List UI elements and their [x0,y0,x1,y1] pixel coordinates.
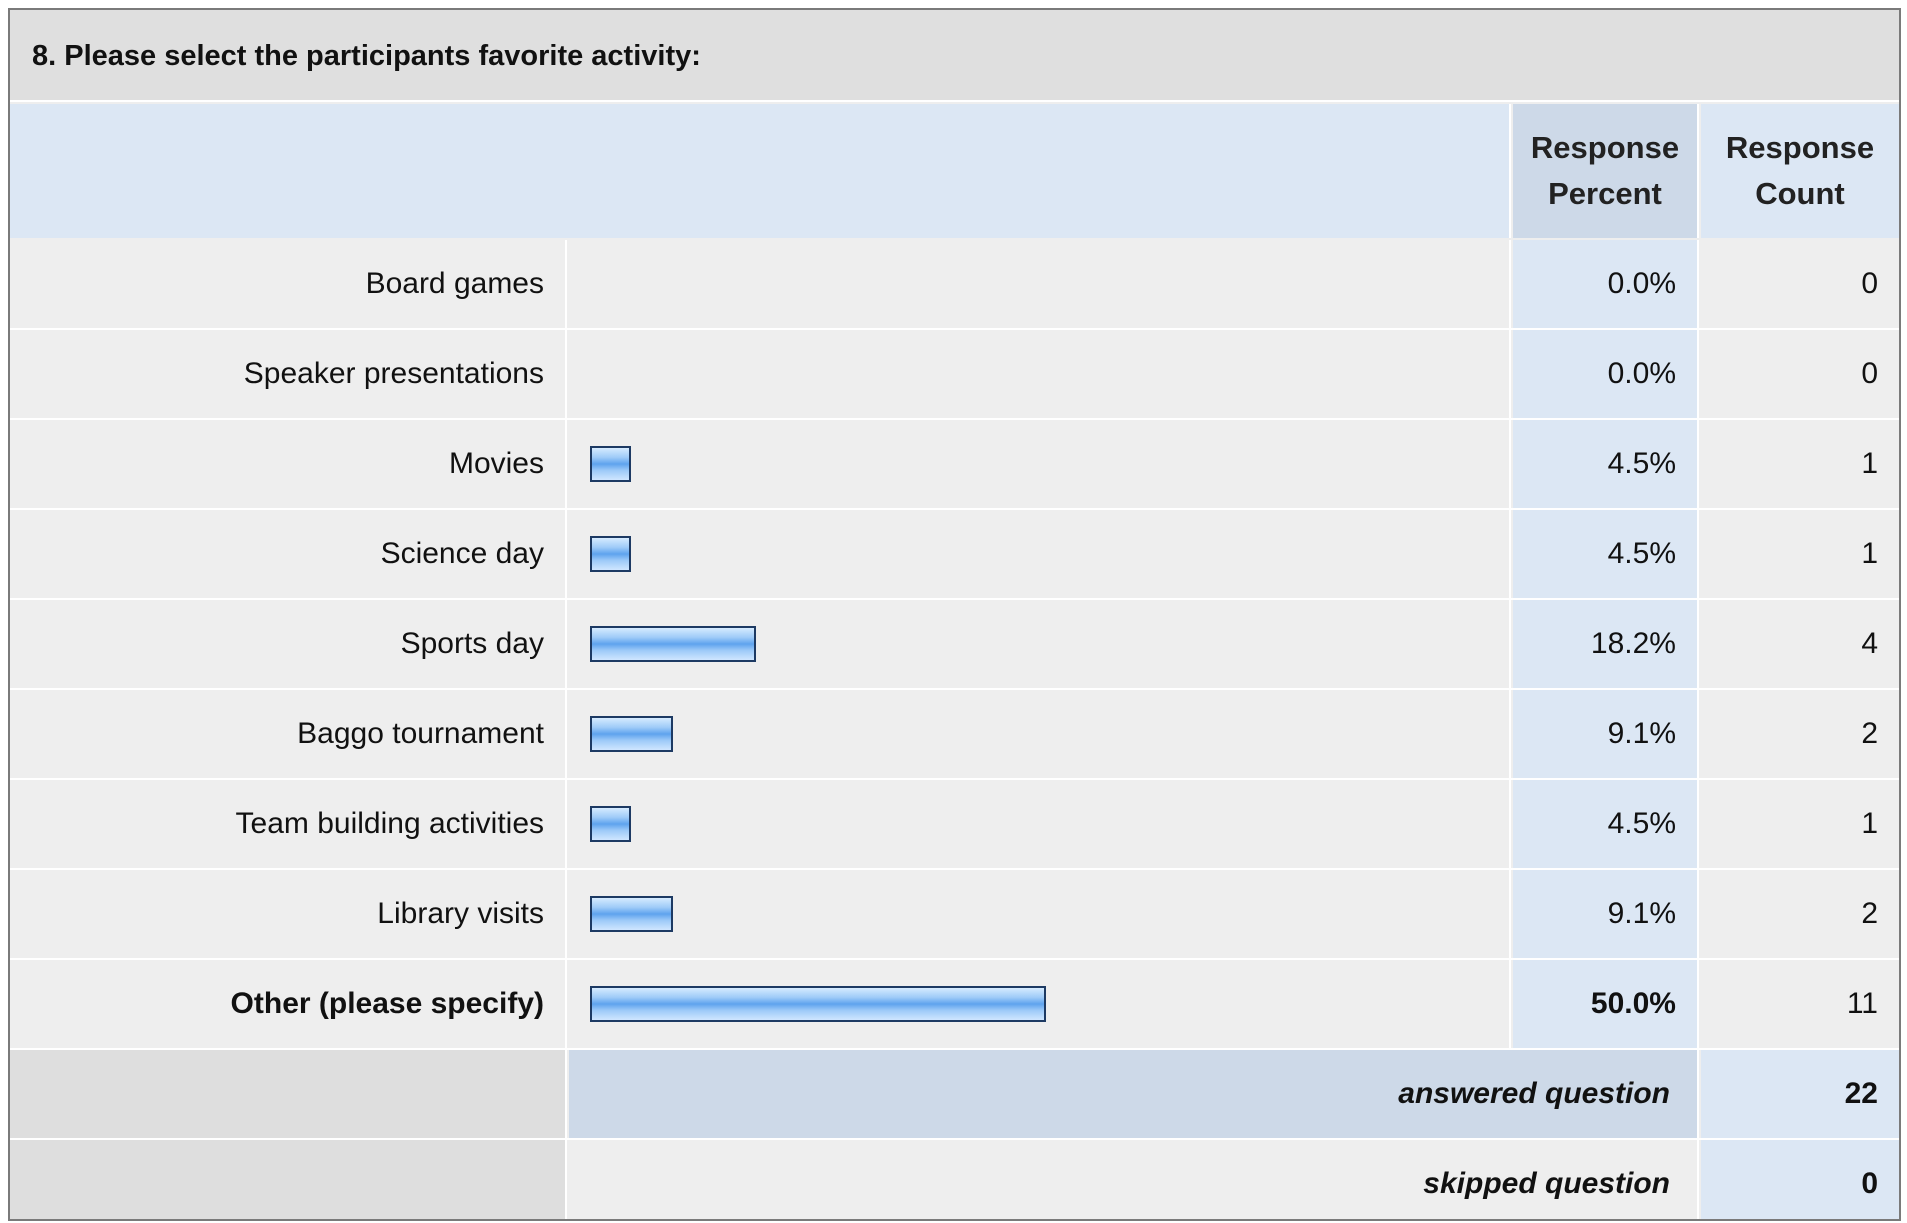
response-percent: 4.5% [1513,420,1699,508]
response-percent-header-line1: Response [1530,130,1680,165]
table-row: Baggo tournament 9.1% 2 [10,690,1899,780]
category-label: Speaker presentations [10,330,567,418]
response-count: 0 [1701,330,1899,418]
footer-value: 0 [1701,1140,1899,1219]
table-row: Team building activities 4.5% 1 [10,780,1899,870]
response-count: 0 [1701,240,1899,328]
response-count: 1 [1701,420,1899,508]
footer-value: 22 [1701,1050,1899,1138]
table-row: Sports day 18.2% 4 [10,600,1899,690]
response-percent: 18.2% [1513,600,1699,688]
table-row: Library visits 9.1% 2 [10,870,1899,960]
response-percent: 9.1% [1513,690,1699,778]
bar-cell [569,420,1511,508]
skipped-question-row: skipped question 0 [10,1140,1899,1219]
bar-cell [569,330,1511,418]
footer-blank [10,1140,567,1219]
bar-cell [569,960,1511,1048]
category-label: Other (please specify) [10,960,567,1048]
question-title: 8. Please select the participants favori… [10,10,1899,102]
response-percent-header: Response Percent [1513,104,1699,238]
category-label: Sports day [10,600,567,688]
response-percent: 50.0% [1513,960,1699,1048]
category-label: Library visits [10,870,567,958]
response-count-header-line2: Count [1755,176,1845,211]
response-percent: 0.0% [1513,330,1699,418]
bar-cell [569,510,1511,598]
footer-label: answered question [569,1050,1699,1138]
table-row: Speaker presentations 0.0% 0 [10,330,1899,420]
response-bar [590,896,673,932]
response-percent: 4.5% [1513,780,1699,868]
answered-question-row: answered question 22 [10,1050,1899,1140]
response-count: 1 [1701,780,1899,868]
footer-label: skipped question [569,1140,1699,1219]
response-bar [590,716,673,752]
response-bar [590,446,631,482]
footer-blank [10,1050,567,1138]
response-count: 11 [1701,960,1899,1048]
response-count-header-line1: Response [1725,130,1875,165]
survey-results-table: 8. Please select the participants favori… [8,8,1901,1221]
category-label: Baggo tournament [10,690,567,778]
bar-cell [569,240,1511,328]
response-bar [590,806,631,842]
table-row: Other (please specify) 50.0% 11 [10,960,1899,1050]
bar-cell [569,690,1511,778]
response-count: 4 [1701,600,1899,688]
bar-cell [569,870,1511,958]
table-row: Science day 4.5% 1 [10,510,1899,600]
response-bar [590,986,1046,1022]
response-percent: 4.5% [1513,510,1699,598]
response-percent: 0.0% [1513,240,1699,328]
category-label: Movies [10,420,567,508]
category-label: Team building activities [10,780,567,868]
bar-cell [569,780,1511,868]
response-count: 2 [1701,690,1899,778]
table-row: Movies 4.5% 1 [10,420,1899,510]
table-row: Board games 0.0% 0 [10,240,1899,330]
response-percent-header-line2: Percent [1548,176,1662,211]
response-count-header: Response Count [1701,104,1899,238]
bar-cell [569,600,1511,688]
category-label: Science day [10,510,567,598]
response-percent: 9.1% [1513,870,1699,958]
category-label: Board games [10,240,567,328]
response-bar [590,536,631,572]
response-bar [590,626,756,662]
response-count: 1 [1701,510,1899,598]
response-count: 2 [1701,870,1899,958]
blank-header [10,104,1511,238]
